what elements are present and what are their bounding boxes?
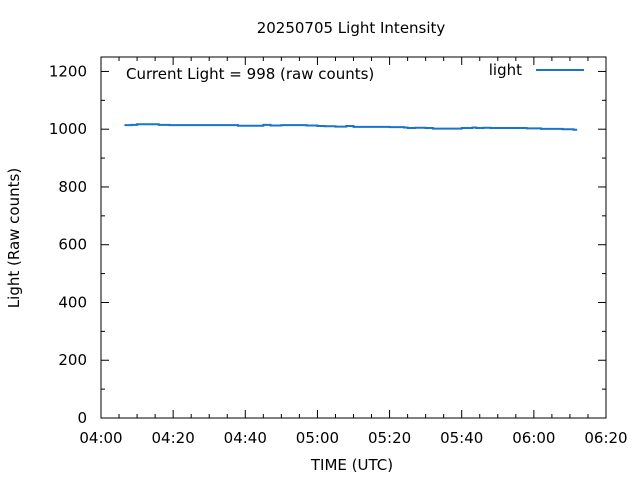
x-tick-label: 06:20 [584, 429, 627, 447]
x-axis-label: TIME (UTC) [310, 456, 393, 474]
x-tick-label: 04:40 [224, 429, 267, 447]
x-tick-label: 04:20 [152, 429, 195, 447]
y-axis-label: Light (Raw counts) [5, 168, 23, 308]
y-tick-label: 0 [77, 409, 87, 427]
legend: light [489, 61, 584, 79]
x-tick-label: 05:00 [296, 429, 339, 447]
y-tick-label: 400 [58, 293, 87, 311]
axis-ticks [100, 57, 607, 419]
y-tick-label: 1000 [49, 120, 87, 138]
plot-frame [100, 56, 607, 419]
series-line-light [124, 123, 578, 131]
y-tick-label: 1200 [49, 62, 87, 80]
y-tick-label: 800 [58, 178, 87, 196]
series-light [124, 123, 578, 131]
x-tick-label: 05:20 [368, 429, 411, 447]
current-light-annotation: Current Light = 998 (raw counts) [126, 65, 374, 83]
x-tick-label: 06:00 [512, 429, 555, 447]
y-tick-label: 600 [58, 236, 87, 254]
x-tick-label: 05:40 [440, 429, 483, 447]
y-tick-label: 200 [58, 351, 87, 369]
chart-title: 20250705 Light Intensity [257, 19, 446, 37]
x-tick-label: 04:00 [79, 429, 122, 447]
y-tick-labels: 0 200 400 600 800 1000 1200 [49, 62, 87, 427]
x-tick-labels: 04:00 04:20 04:40 05:00 05:20 05:40 06:00 06:20 [79, 429, 627, 447]
legend-label-light: light [489, 61, 522, 79]
